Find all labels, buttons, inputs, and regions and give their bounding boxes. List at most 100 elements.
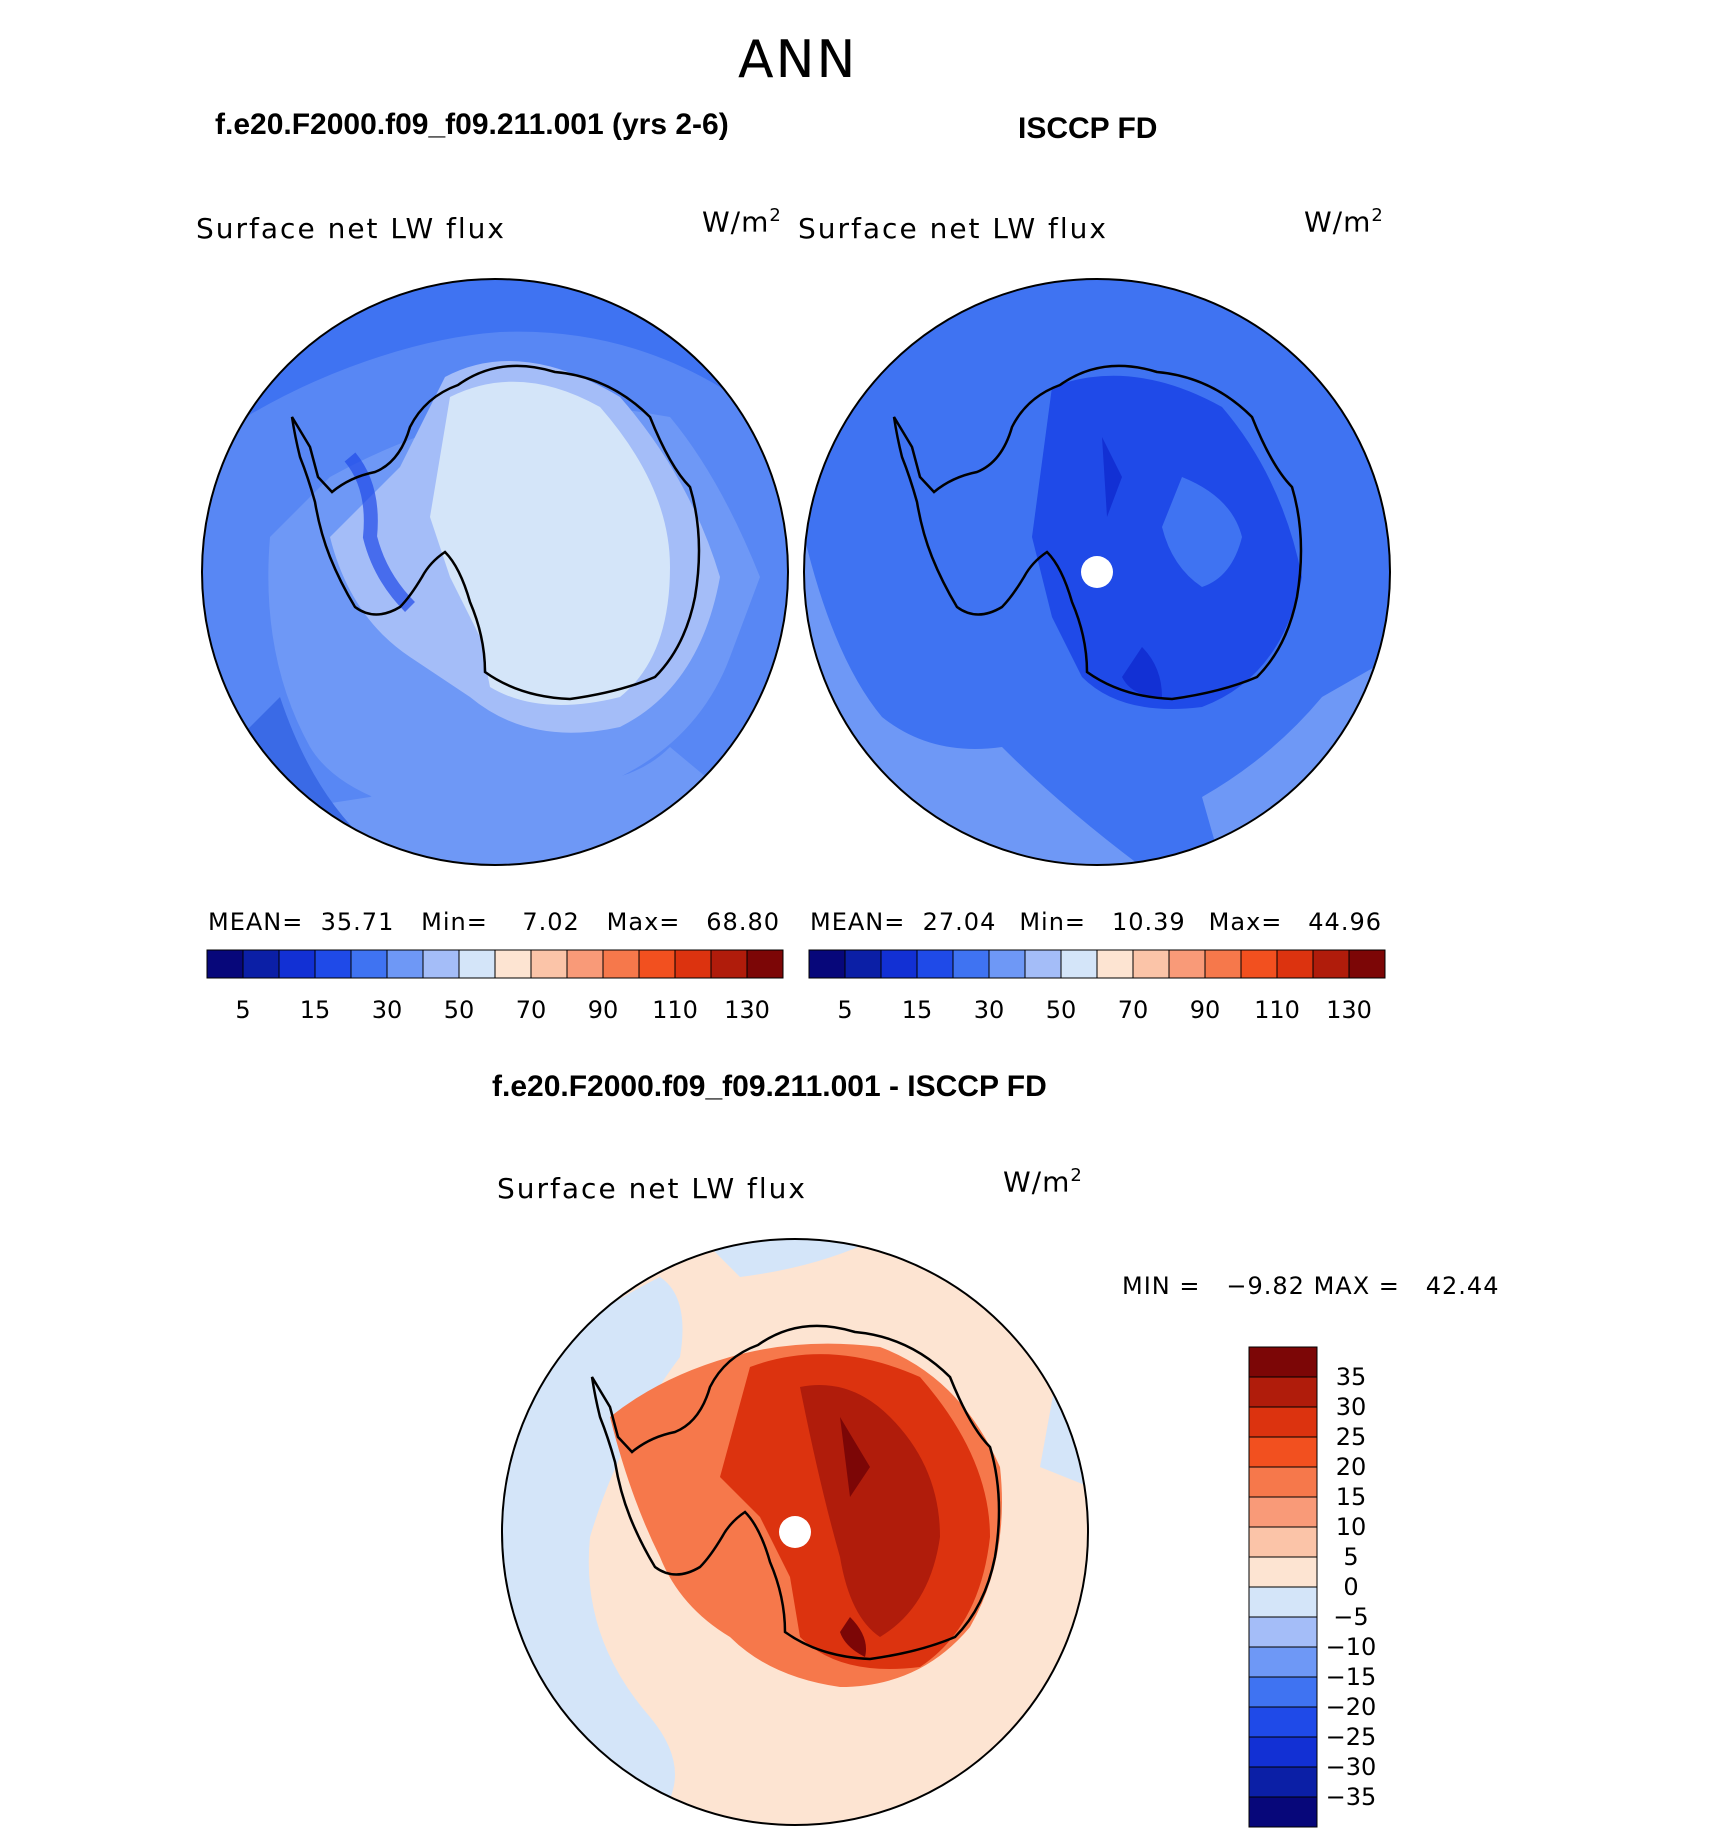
colorbar-diff-tick-label: −35 bbox=[1326, 1783, 1377, 1811]
colorbar-obs-swatch bbox=[1276, 949, 1314, 979]
panel2-mean: MEAN= 27.04 bbox=[810, 908, 996, 936]
panel2-max: Max= 44.96 bbox=[1209, 908, 1382, 936]
colorbar-diff-swatch bbox=[1248, 1526, 1318, 1558]
colorbar-diff-tick-label: −10 bbox=[1326, 1633, 1377, 1661]
colorbar-diff-tick-label: 15 bbox=[1336, 1483, 1367, 1511]
main-title: ANN bbox=[738, 30, 858, 90]
map-obs-coastline bbox=[892, 364, 1303, 701]
panel1-variable-label: Surface net LW flux bbox=[196, 212, 506, 245]
colorbar-diff-swatch bbox=[1248, 1736, 1318, 1768]
map-obs bbox=[803, 278, 1391, 866]
panel1-stats: MEAN= 35.71 Min= 7.02 Max= 68.80 bbox=[208, 908, 780, 936]
panel2-mean-value: 27.04 bbox=[922, 908, 997, 936]
colorbar-diff-tick-label: 35 bbox=[1336, 1363, 1367, 1391]
panel3-max-value: 42.44 bbox=[1425, 1272, 1500, 1300]
panel3-min-value: −9.82 bbox=[1226, 1272, 1305, 1300]
map-diff-pole-hole bbox=[779, 1516, 811, 1548]
panel3-units: W/m2 bbox=[1003, 1165, 1083, 1198]
colorbar-model-swatch bbox=[746, 949, 784, 979]
colorbar-obs-swatch bbox=[916, 949, 954, 979]
panel2-min-label: Min= bbox=[1019, 908, 1087, 936]
panel1-case-title: f.e20.F2000.f09_f09.211.001 (yrs 2-6) bbox=[215, 108, 729, 141]
colorbar-model-swatch bbox=[530, 949, 568, 979]
colorbar-diff-swatch bbox=[1248, 1676, 1318, 1708]
colorbar-model-swatch bbox=[602, 949, 640, 979]
panel2-min-value: 10.39 bbox=[1111, 908, 1186, 936]
panel2-max-value: 44.96 bbox=[1308, 908, 1382, 936]
colorbar-model-swatch bbox=[422, 949, 460, 979]
panel3-case-title: f.e20.F2000.f09_f09.211.001 - ISCCP FD bbox=[492, 1070, 1047, 1103]
colorbar-model-swatch bbox=[638, 949, 676, 979]
panel1-units: W/m2 bbox=[702, 205, 782, 238]
map-obs-ice-dark bbox=[1102, 437, 1162, 697]
colorbar-obs-tick-label: 5 bbox=[837, 996, 852, 1024]
colorbar-diff-tick-label: −25 bbox=[1326, 1723, 1377, 1751]
panel1-min: Min= 7.02 bbox=[421, 908, 580, 936]
panel1-mean-value: 35.71 bbox=[320, 908, 395, 936]
panel2-units-base: W/m bbox=[1304, 205, 1372, 239]
map-obs-pole-hole bbox=[1081, 556, 1113, 588]
panel1-units-exp: 2 bbox=[769, 205, 782, 226]
colorbar-diff-swatch bbox=[1248, 1376, 1318, 1408]
colorbar-model-swatch bbox=[206, 949, 244, 979]
colorbar-diff-tick-label: 20 bbox=[1336, 1453, 1367, 1481]
colorbar-model-swatch bbox=[314, 949, 352, 979]
colorbar-obs-swatch bbox=[1240, 949, 1278, 979]
panel2-units: W/m2 bbox=[1304, 205, 1384, 238]
panel3-variable-label: Surface net LW flux bbox=[497, 1172, 807, 1205]
colorbar-obs-swatch bbox=[952, 949, 990, 979]
colorbar-model-swatch bbox=[710, 949, 748, 979]
colorbar-obs-swatch bbox=[1168, 949, 1206, 979]
colorbar-obs-tick-label: 130 bbox=[1326, 996, 1372, 1024]
map-model-peninsula-shade bbox=[344, 452, 416, 612]
colorbar-diff-swatch bbox=[1248, 1796, 1318, 1828]
map-obs-ice-patch bbox=[1162, 477, 1242, 587]
colorbar-model-swatch bbox=[350, 949, 388, 979]
colorbar-obs-swatch bbox=[988, 949, 1026, 979]
panel1-max: Max= 68.80 bbox=[607, 908, 780, 936]
map-diff-coastline bbox=[590, 1324, 1001, 1661]
colorbar-diff-swatch bbox=[1248, 1616, 1318, 1648]
colorbar-model-swatch bbox=[278, 949, 316, 979]
colorbar-diff-swatch bbox=[1248, 1406, 1318, 1438]
colorbar-diff-tick-label: 25 bbox=[1336, 1423, 1367, 1451]
colorbar-obs-tick-label: 110 bbox=[1254, 996, 1300, 1024]
map-diff-warm-max bbox=[840, 1417, 870, 1657]
colorbar-diff-tick-label: 10 bbox=[1336, 1513, 1367, 1541]
colorbar-diff-tick-label: 30 bbox=[1336, 1393, 1367, 1421]
colorbar-obs-swatch bbox=[1024, 949, 1062, 979]
map-diff-neg-north bbox=[700, 1239, 880, 1277]
panel2-variable-label: Surface net LW flux bbox=[798, 212, 1108, 245]
colorbar-diff-tick-label: 0 bbox=[1343, 1573, 1358, 1601]
colorbar-model-tick-label: 15 bbox=[300, 996, 331, 1024]
panel2-min: Min= 10.39 bbox=[1019, 908, 1185, 936]
colorbar-obs: 5 15 30 50 70 90 110 130 bbox=[808, 949, 1386, 1024]
map-diff bbox=[501, 1238, 1089, 1826]
colorbar-model-swatch bbox=[242, 949, 280, 979]
panel3-units-base: W/m bbox=[1003, 1165, 1071, 1199]
colorbar-model-tick-label: 70 bbox=[516, 996, 547, 1024]
colorbar-diff-swatch bbox=[1248, 1706, 1318, 1738]
colorbar-obs-tick-label: 90 bbox=[1190, 996, 1221, 1024]
colorbar-model-tick-label: 30 bbox=[372, 996, 403, 1024]
colorbar-obs-swatch bbox=[1312, 949, 1350, 979]
colorbar-obs-tick-label: 30 bbox=[974, 996, 1005, 1024]
colorbar-obs-swatch bbox=[1204, 949, 1242, 979]
panel2-units-exp: 2 bbox=[1371, 205, 1384, 226]
panel3-stats: MIN = −9.82 MAX = 42.44 bbox=[1122, 1272, 1499, 1300]
colorbar-obs-tick-label: 15 bbox=[902, 996, 933, 1024]
colorbar-diff-tick-label: −20 bbox=[1326, 1693, 1377, 1721]
colorbar-obs-swatch bbox=[844, 949, 882, 979]
colorbar-diff-swatch bbox=[1248, 1346, 1318, 1378]
colorbar-model: 5 15 30 50 70 90 110 130 bbox=[206, 949, 784, 1024]
colorbar-obs-swatch bbox=[1096, 949, 1134, 979]
colorbar-model-tick-label: 90 bbox=[588, 996, 619, 1024]
colorbar-diff-tick-label: −15 bbox=[1326, 1663, 1377, 1691]
colorbar-diff-swatch bbox=[1248, 1766, 1318, 1798]
colorbar-diff-tick-label: −5 bbox=[1333, 1603, 1368, 1631]
colorbar-model-tick-label: 5 bbox=[235, 996, 250, 1024]
colorbar-obs-swatch bbox=[1348, 949, 1386, 979]
colorbar-diff-swatch bbox=[1248, 1496, 1318, 1528]
map-diff-border bbox=[501, 1238, 1089, 1826]
